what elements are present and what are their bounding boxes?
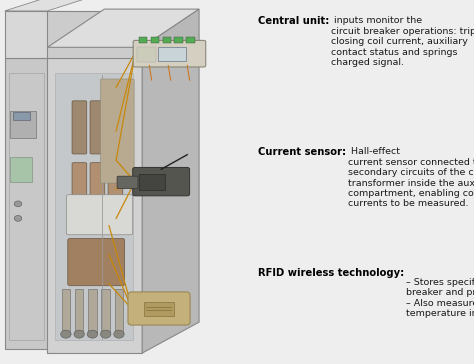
Bar [139, 37, 147, 43]
FancyBboxPatch shape [100, 79, 134, 183]
Bar [9, 73, 44, 340]
Bar [47, 47, 142, 353]
Polygon shape [142, 9, 199, 353]
Text: Current sensor:: Current sensor: [258, 147, 346, 157]
Bar [101, 289, 110, 333]
Bar [144, 302, 174, 316]
Circle shape [87, 330, 98, 338]
FancyBboxPatch shape [128, 292, 190, 325]
FancyBboxPatch shape [108, 163, 123, 216]
FancyBboxPatch shape [68, 238, 125, 286]
Polygon shape [5, 0, 104, 11]
Circle shape [100, 330, 111, 338]
Bar [10, 157, 32, 182]
Bar [62, 289, 70, 333]
Bar [186, 37, 195, 43]
FancyBboxPatch shape [133, 167, 190, 196]
Bar [10, 111, 36, 138]
FancyBboxPatch shape [133, 40, 206, 67]
FancyBboxPatch shape [72, 163, 87, 216]
FancyBboxPatch shape [72, 101, 87, 154]
Text: RFID wireless technology:: RFID wireless technology: [258, 268, 405, 277]
Polygon shape [47, 9, 199, 47]
Circle shape [74, 330, 84, 338]
FancyBboxPatch shape [66, 195, 133, 235]
Circle shape [61, 330, 71, 338]
Bar [174, 37, 183, 43]
Bar [13, 112, 30, 120]
FancyBboxPatch shape [90, 163, 105, 216]
Bar [115, 289, 123, 333]
Circle shape [114, 330, 124, 338]
Bar [151, 37, 159, 43]
FancyBboxPatch shape [117, 176, 138, 189]
Text: inputs monitor the
circuit breaker operations: trip and
closing coil current, au: inputs monitor the circuit breaker opera… [331, 16, 474, 67]
Text: – Stores specific data of the circuit
breaker and predict remaining life.
– Also: – Stores specific data of the circuit br… [406, 268, 474, 318]
Text: Hall-effect
current sensor connected to the
secondary circuits of the current
tr: Hall-effect current sensor connected to … [348, 147, 474, 209]
Bar [163, 37, 171, 43]
Text: Central unit:: Central unit: [258, 16, 330, 26]
Bar [75, 289, 83, 333]
Bar [5, 11, 71, 58]
FancyBboxPatch shape [108, 101, 123, 154]
Bar [139, 174, 165, 190]
Bar [158, 47, 186, 61]
Bar [47, 11, 142, 58]
Bar [137, 47, 156, 62]
Bar [88, 289, 97, 333]
FancyBboxPatch shape [90, 101, 105, 154]
Circle shape [14, 201, 22, 207]
Circle shape [14, 215, 22, 221]
Bar [55, 73, 133, 340]
Bar [5, 58, 71, 349]
